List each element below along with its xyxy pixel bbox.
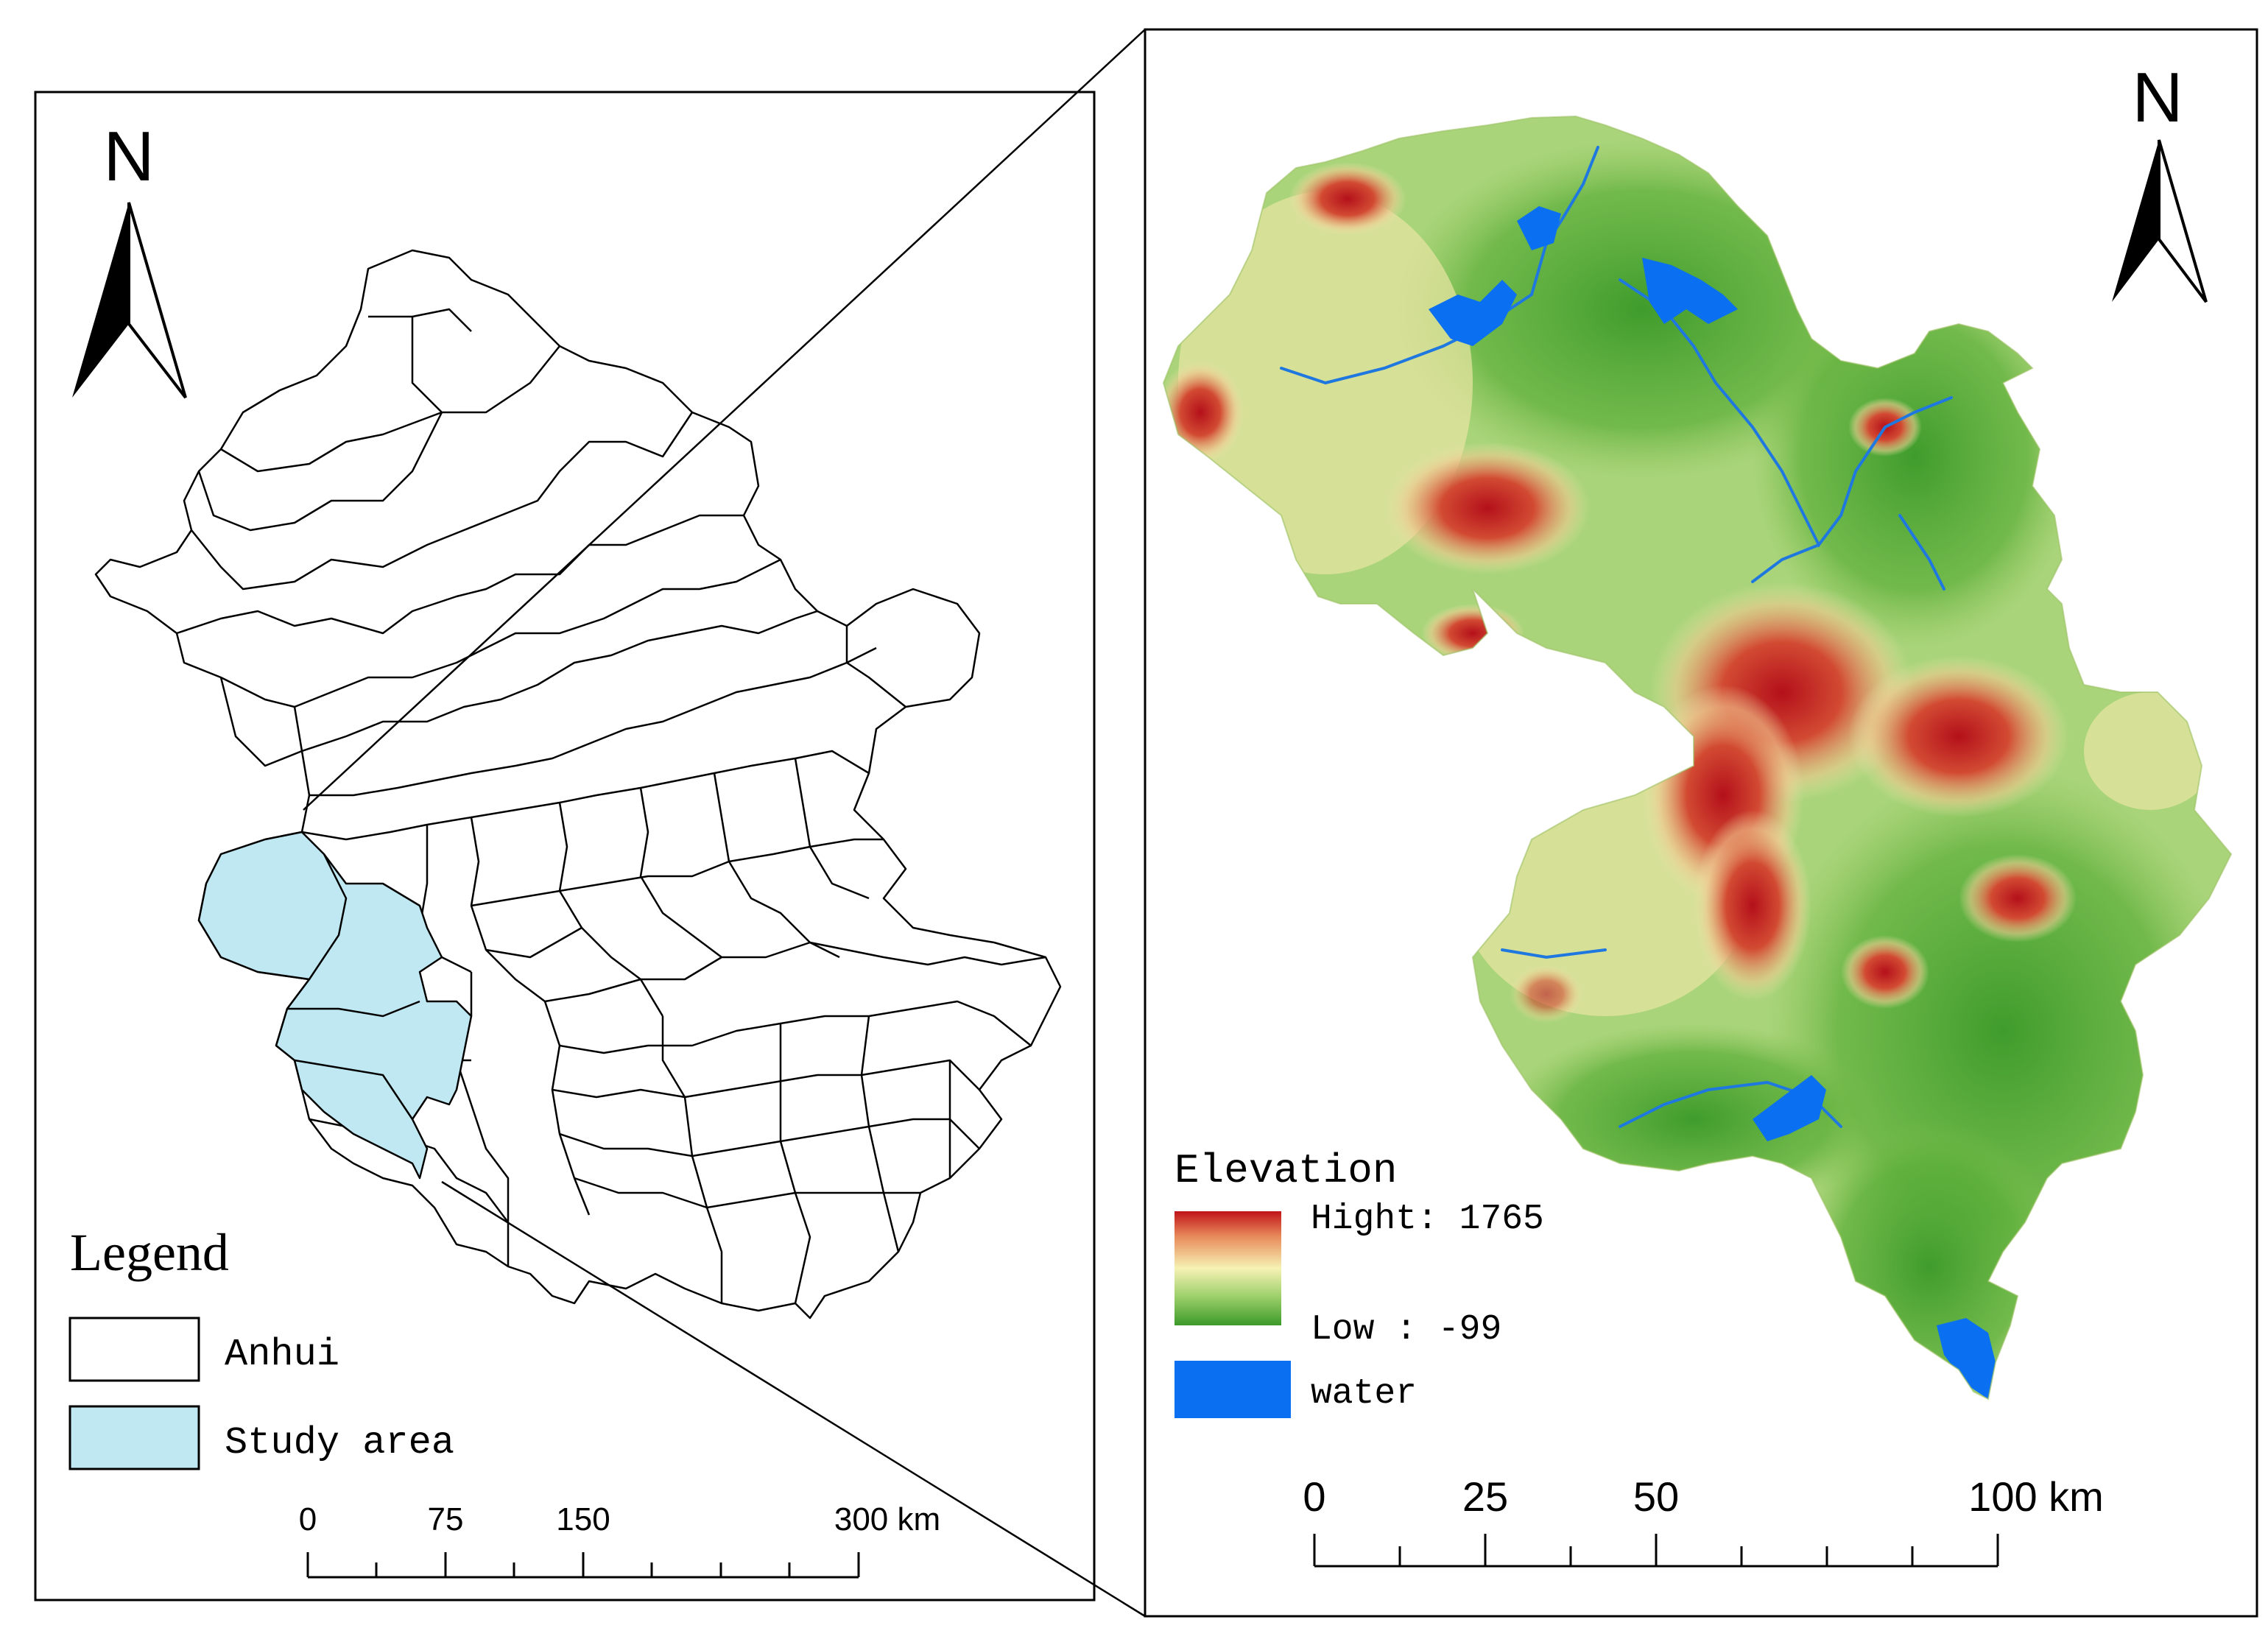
scale-label: 300 km (834, 1501, 940, 1537)
legend-label-study-area: Study area (225, 1421, 454, 1465)
elevation-color-ramp (1174, 1211, 1281, 1325)
study-area-region (197, 831, 473, 1180)
legend-swatch-study-area (68, 1405, 200, 1470)
left-scale-bar: 0 75 150 300 km (299, 1501, 940, 1579)
north-arrow-icon (2112, 140, 2159, 302)
legend-title: Legend (70, 1223, 229, 1282)
legend-label-anhui: Anhui (225, 1333, 339, 1376)
left-north-arrow: N (72, 117, 187, 399)
scale-label: 50 (1633, 1473, 1679, 1520)
water-label: water (1311, 1374, 1417, 1414)
scale-label: 0 (1303, 1473, 1325, 1520)
scale-label: 25 (1462, 1473, 1508, 1520)
north-arrow-label: N (103, 117, 154, 196)
elevation-legend-title: Elevation (1174, 1147, 1397, 1194)
scale-label: 75 (428, 1501, 464, 1537)
connector-line-bottom (441, 1180, 1146, 1618)
connector-line-top (303, 29, 1146, 811)
scale-label: 100 km (1968, 1473, 2104, 1520)
elevation-high-label: Hight: 1765 (1311, 1199, 1544, 1239)
water-swatch (1174, 1361, 1291, 1418)
scale-label: 150 (556, 1501, 610, 1537)
scale-label: 0 (299, 1501, 317, 1537)
right-scale-bar: 0 25 50 100 km (1303, 1473, 2104, 1568)
north-arrow-label: N (2132, 58, 2183, 137)
legend-swatch-anhui (68, 1317, 200, 1382)
elevation-low-label: Low : -99 (1311, 1310, 1501, 1350)
north-arrow-icon (72, 202, 129, 398)
elevation-legend: Elevation Hight: 1765 Low : -99 water (1174, 1147, 1544, 1418)
left-legend: Legend Anhui Study area (68, 1223, 454, 1470)
right-north-arrow: N (2112, 58, 2208, 303)
